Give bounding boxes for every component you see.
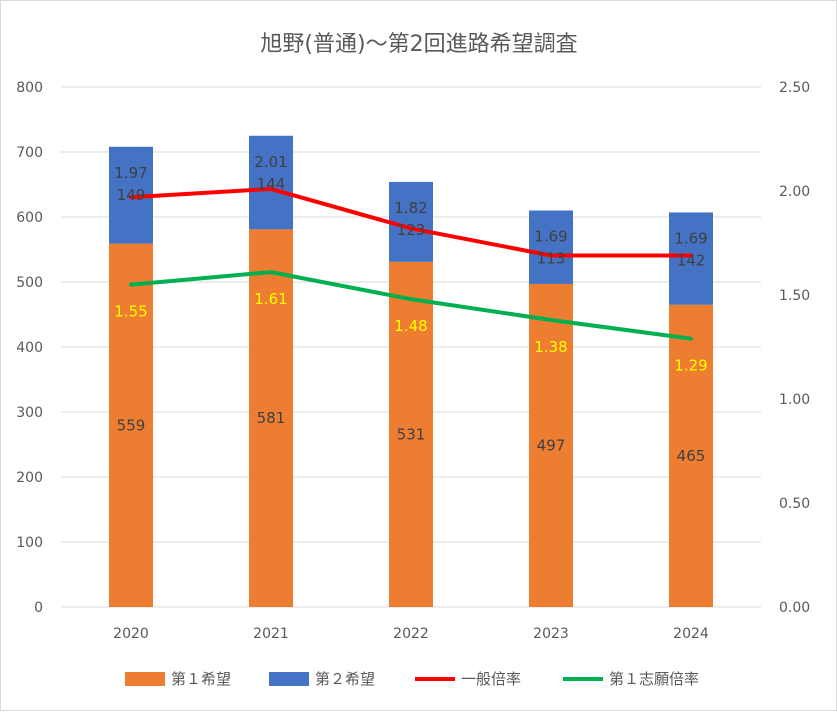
series-line xyxy=(129,270,693,341)
right-tick-label: 0.00 xyxy=(779,600,810,616)
left-tick-label: 600 xyxy=(16,210,43,226)
left-axis-ticks: 0 100 200 300 400 500 600 700 800 xyxy=(16,80,43,616)
x-axis-ticks: 2020 2021 2022 2023 2024 xyxy=(113,626,709,642)
chart-title: 旭野(普通)～第2回進路希望調査 xyxy=(260,32,577,57)
line-data-label: 1.61 xyxy=(254,290,287,308)
right-axis-ticks: 0.00 0.50 1.00 1.50 2.00 2.50 xyxy=(779,80,810,616)
legend-label: 一般倍率 xyxy=(461,670,521,688)
legend: 第１希望 第２希望 一般倍率 第１志願倍率 xyxy=(125,670,699,688)
bar xyxy=(249,135,293,230)
legend-label: 第１志願倍率 xyxy=(609,670,699,688)
line-data-label: 1.82 xyxy=(394,199,427,217)
bar xyxy=(529,210,573,284)
x-tick-label: 2024 xyxy=(673,626,709,642)
legend-label: 第２希望 xyxy=(315,670,375,688)
legend-swatch xyxy=(269,672,309,686)
right-tick-label: 2.00 xyxy=(779,184,810,200)
left-tick-label: 100 xyxy=(16,535,43,551)
line-data-label: 1.55 xyxy=(114,303,147,321)
bar xyxy=(389,181,433,262)
left-tick-label: 200 xyxy=(16,470,43,486)
bar-data-label: 581 xyxy=(257,409,286,427)
bar-data-label: 144 xyxy=(257,175,286,193)
lines xyxy=(129,186,693,341)
x-tick-label: 2020 xyxy=(113,626,149,642)
data-labels: 559 581 531 497 465 149 144 123 113 142 1.97 2.01 1.… xyxy=(114,153,707,465)
bar-data-label: 531 xyxy=(397,425,426,443)
bar xyxy=(669,304,713,607)
bar xyxy=(389,261,433,607)
bar-data-label: 123 xyxy=(397,221,426,239)
right-tick-label: 1.50 xyxy=(779,288,810,304)
right-tick-label: 0.50 xyxy=(779,496,810,512)
bar xyxy=(529,283,573,607)
x-tick-label: 2021 xyxy=(253,626,289,642)
line-data-label: 1.38 xyxy=(534,338,567,356)
bars xyxy=(109,135,713,607)
series-line xyxy=(129,186,693,258)
x-tick-label: 2022 xyxy=(393,626,429,642)
left-tick-label: 0 xyxy=(34,600,43,616)
line-data-label: 1.29 xyxy=(674,357,707,375)
left-tick-label: 800 xyxy=(16,80,43,96)
legend-label: 第１希望 xyxy=(171,670,231,688)
bar-data-label: 113 xyxy=(537,250,566,268)
line-data-label: 1.69 xyxy=(674,229,707,247)
bar xyxy=(249,229,293,607)
line-data-label: 1.69 xyxy=(534,228,567,246)
line-data-label: 2.01 xyxy=(254,153,287,171)
bar-data-label: 149 xyxy=(117,186,146,204)
left-tick-label: 500 xyxy=(16,275,43,291)
left-tick-label: 300 xyxy=(16,405,43,421)
legend-swatch xyxy=(125,672,165,686)
right-tick-label: 2.50 xyxy=(779,80,810,96)
line-data-label: 1.97 xyxy=(114,164,147,182)
left-tick-label: 700 xyxy=(16,145,43,161)
bar xyxy=(669,212,713,305)
left-tick-label: 400 xyxy=(16,340,43,356)
bar-data-label: 142 xyxy=(677,251,706,269)
bar-data-label: 465 xyxy=(677,447,706,465)
bar xyxy=(109,243,153,607)
line-data-label: 1.48 xyxy=(394,317,427,335)
bar-data-label: 559 xyxy=(117,416,146,434)
x-tick-label: 2023 xyxy=(533,626,569,642)
bar-data-label: 497 xyxy=(537,436,566,454)
right-tick-label: 1.00 xyxy=(779,392,810,408)
